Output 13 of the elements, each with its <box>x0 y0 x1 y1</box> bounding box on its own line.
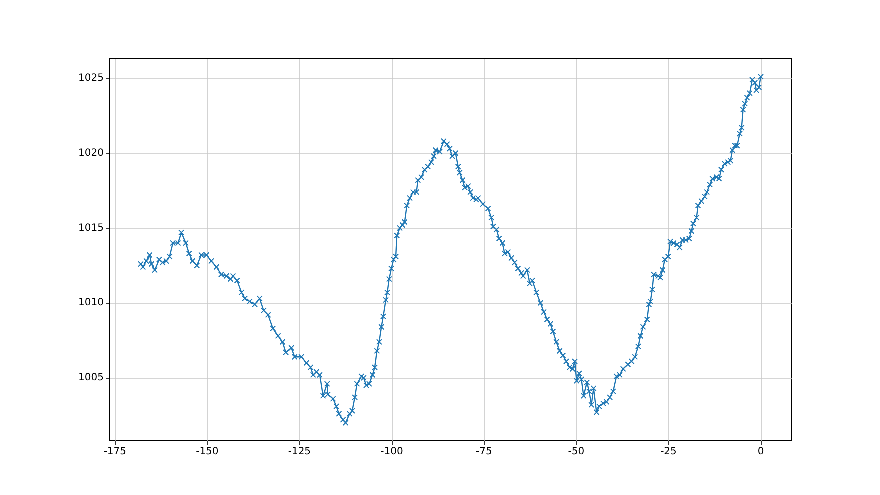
y-tick-label: 1015 <box>78 222 104 234</box>
y-tick-label: 1010 <box>78 298 104 309</box>
x-tick-label: -25 <box>660 446 677 458</box>
y-tick-label: 1025 <box>78 72 104 84</box>
x-tick-label: 0 <box>758 446 764 458</box>
x-tick-label: -150 <box>196 446 219 458</box>
x-tick-label: -175 <box>104 446 127 458</box>
x-tick-label: -75 <box>476 446 492 458</box>
y-tick-label: 1005 <box>78 372 104 384</box>
y-tick-label: 1020 <box>78 148 104 159</box>
x-tick-label: -125 <box>288 446 312 458</box>
x-tick-label: -50 <box>568 446 585 458</box>
x-tick-label: -100 <box>380 446 404 458</box>
